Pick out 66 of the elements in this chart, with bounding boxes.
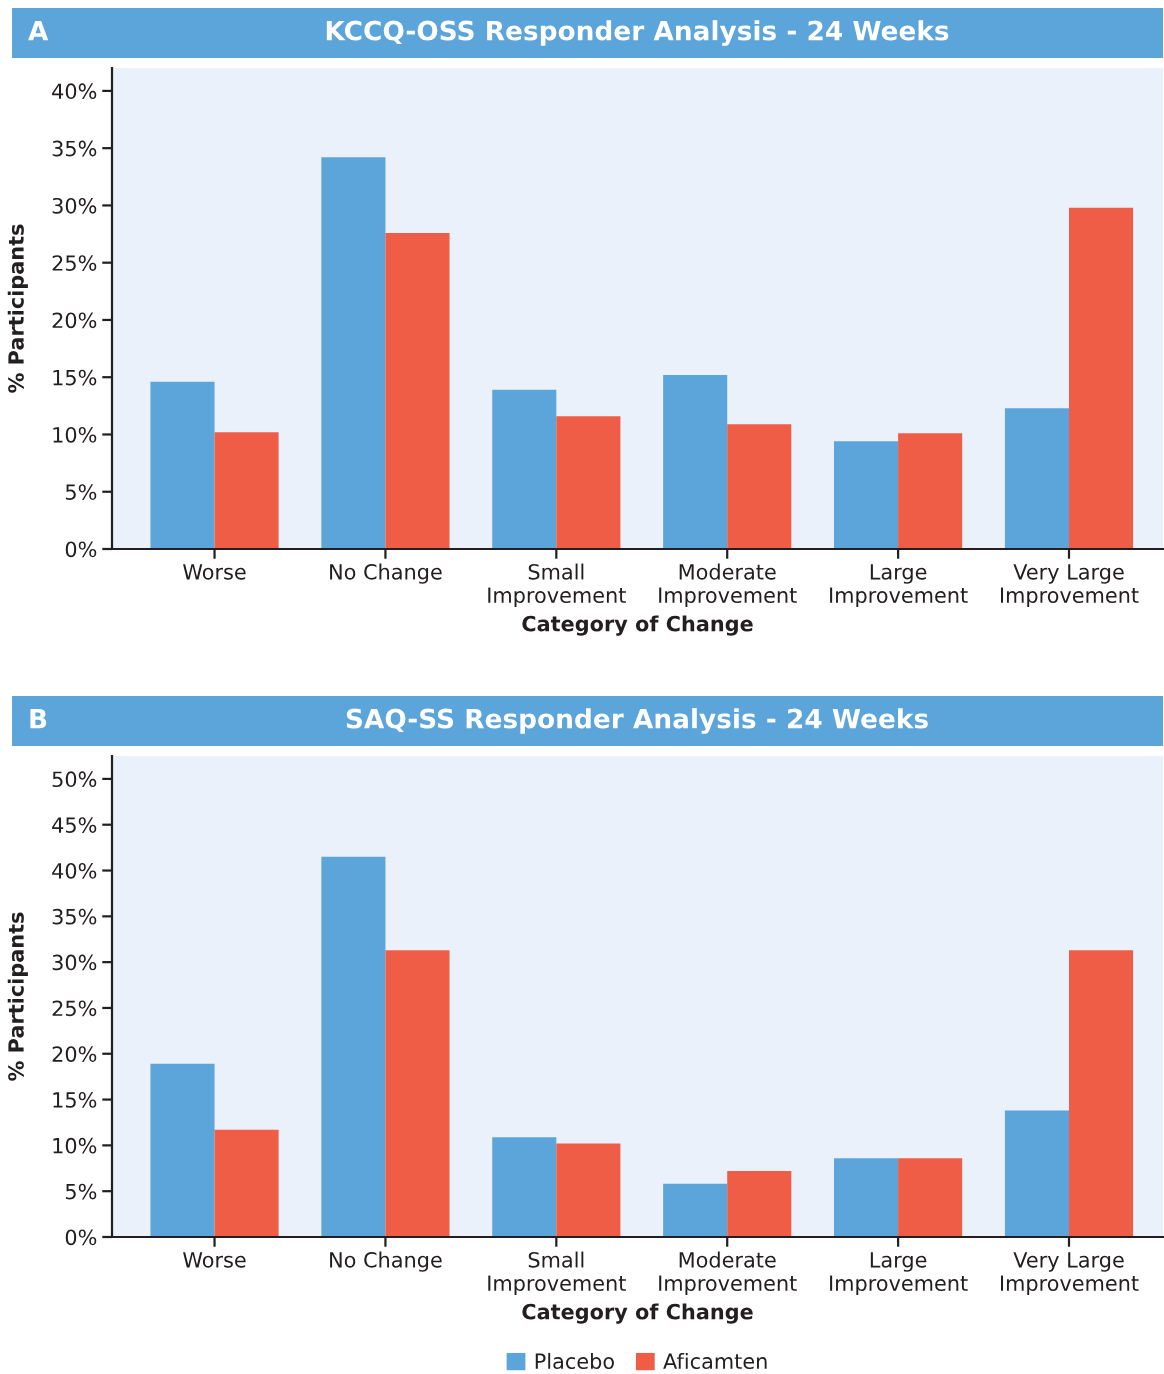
y-tick-label: 40% [52,83,97,100]
x-tick-label: Very Large Improvement [1000,564,1139,608]
bar [1069,950,1134,1237]
x-tick-label: Large Improvement [830,564,968,608]
x-axis-title: Category of Change [522,615,753,636]
bar [214,1129,279,1237]
y-tick-label: 25% [52,255,97,271]
y-tick-label: 20% [52,1046,97,1062]
bar [150,1063,215,1237]
y-tick-label: 50% [52,771,97,788]
x-tick-label: No Change [330,563,442,584]
bar [385,232,450,549]
bar [898,433,963,549]
bar [1069,207,1134,549]
x-tick-label: Worse [183,1252,246,1268]
bar [150,381,215,549]
bar [492,1137,557,1237]
y-tick-label: 35% [52,908,97,925]
y-tick-label: 5% [65,484,97,500]
x-tick-label: Worse [183,564,246,580]
bar [321,856,386,1237]
x-tick-label: Small Improvement [488,1251,626,1296]
y-axis-title: % Participants [7,912,28,1081]
bar [556,1143,621,1237]
bar [1004,408,1070,549]
y-tick-label: 15% [53,369,97,386]
y-axis-title: % Participants [7,224,28,393]
legend-label: Aficamten [663,1352,767,1370]
chart-title: SAQ-SS Responder Analysis - 24 Weeks [346,708,928,734]
x-tick-label: Moderate Improvement [659,563,797,608]
y-tick-label: 25% [52,1000,97,1017]
bar [385,950,450,1237]
bar [663,374,728,549]
bar [727,1171,792,1237]
bar [663,1183,728,1237]
y-tick-label: 10% [53,426,97,443]
x-tick-label: No Change [330,1251,442,1272]
y-tick-label: 15% [53,1092,97,1108]
bar [1004,1110,1070,1237]
y-tick-label: 0% [65,1229,97,1246]
x-tick-label: Very Large Improvement [1000,1252,1139,1296]
bar [898,1158,963,1237]
y-tick-label: 30% [52,197,97,214]
y-tick-label: 35% [52,140,97,157]
bar [321,157,386,549]
y-tick-label: 5% [65,1183,97,1200]
bar [834,441,899,549]
y-tick-label: 30% [52,954,97,971]
y-tick-label: 20% [52,312,97,329]
bar [834,1158,899,1237]
x-tick-label: Moderate Improvement [659,1251,797,1296]
chart-title: KCCQ-OSS Responder Analysis - 24 Weeks [326,20,949,46]
bar [727,424,792,549]
y-tick-label: 10% [53,1137,97,1154]
bar [214,432,279,549]
y-tick-label: 0% [65,541,97,558]
text: A [28,21,49,41]
x-tick-label: Large Improvement [830,1252,968,1296]
x-axis-title: Category of Change [522,1303,753,1324]
text: B [30,709,47,729]
y-tick-label: 40% [52,862,97,879]
legend-label: Placebo [535,1352,614,1370]
bar [556,416,621,549]
bar [492,389,557,549]
y-tick-label: 45% [52,817,97,833]
x-tick-label: Small Improvement [488,563,626,608]
